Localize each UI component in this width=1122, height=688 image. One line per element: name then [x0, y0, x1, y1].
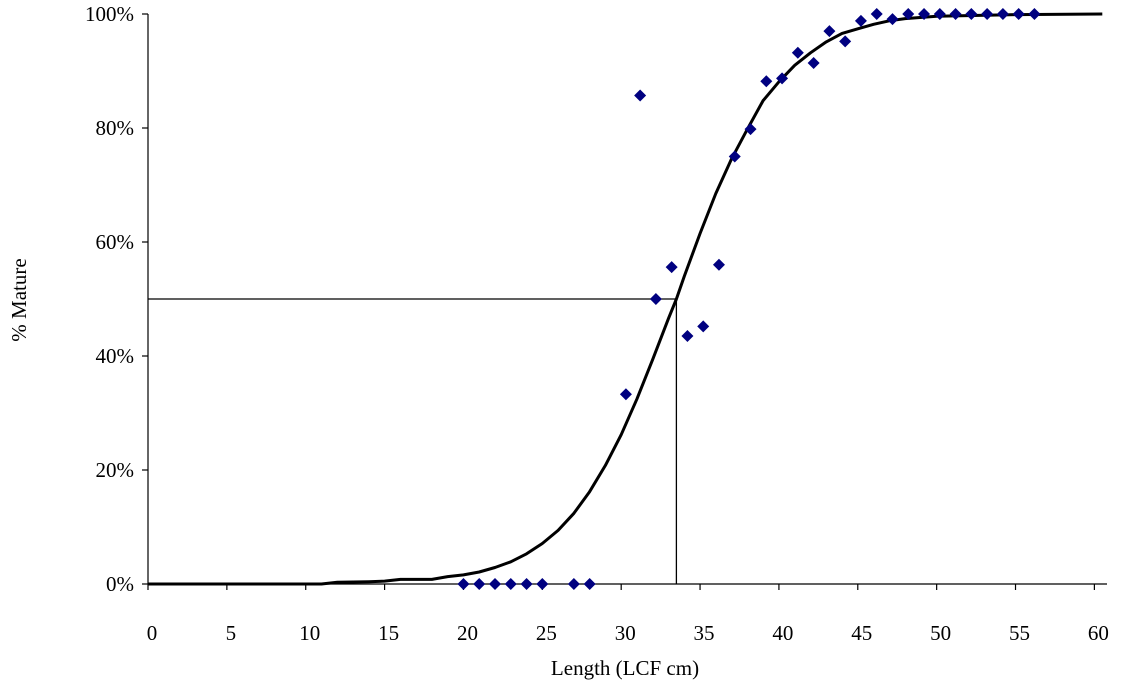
data-point — [728, 150, 741, 163]
data-point — [712, 258, 725, 271]
data-point — [760, 75, 773, 88]
data-point — [744, 123, 757, 136]
data-point — [776, 72, 789, 85]
data-point — [649, 293, 662, 305]
data-point — [807, 57, 820, 70]
y-tick-label: 0% — [106, 572, 134, 596]
x-tick-label: 5 — [226, 621, 237, 645]
data-point — [918, 8, 931, 20]
data-point — [583, 578, 596, 590]
data-point — [996, 8, 1009, 20]
x-tick-label: 15 — [378, 621, 399, 645]
y-tick-label: 100% — [85, 2, 134, 26]
x-tick-label: 20 — [457, 621, 478, 645]
data-point — [965, 8, 978, 20]
x-tick-label: 10 — [299, 621, 320, 645]
data-point — [886, 13, 899, 26]
data-point — [536, 578, 549, 590]
x-tick-label: 50 — [930, 621, 951, 645]
data-point — [823, 25, 836, 38]
reference-lines — [148, 298, 678, 584]
x-tick-label: 60 — [1088, 621, 1109, 645]
tick-labels: 0% 20% 40% 60% 80% 100% 0 5 10 15 20 25 30 35 40 45 50 55… — [85, 2, 1109, 645]
data-point — [619, 388, 632, 401]
data-point — [473, 578, 486, 590]
x-tick-label: 35 — [694, 621, 715, 645]
x-tick-label: 30 — [615, 621, 636, 645]
y-tick-label: 40% — [96, 344, 135, 368]
y-tick-label: 80% — [96, 116, 135, 140]
data-point — [791, 46, 804, 59]
data-point — [681, 330, 694, 343]
fitted-curve-line — [148, 12, 1103, 586]
data-point — [902, 8, 915, 20]
x-tick-label: 40 — [772, 621, 793, 645]
data-point — [520, 578, 533, 590]
data-point — [567, 578, 580, 590]
data-point — [949, 8, 962, 20]
x-axis-title: Length (LCF cm) — [551, 656, 699, 680]
x-tick-label: 55 — [1009, 621, 1030, 645]
axes — [142, 13, 1107, 590]
data-point — [981, 8, 994, 20]
data-points — [457, 8, 1041, 590]
y-tick-label: 20% — [96, 458, 135, 482]
data-point — [1028, 8, 1041, 20]
data-point — [854, 14, 867, 27]
x-tick-label: 45 — [851, 621, 872, 645]
fitted-curve — [148, 12, 1103, 586]
x-tick-label: 25 — [536, 621, 557, 645]
data-point — [489, 578, 502, 590]
y-axis-title: % Mature — [7, 258, 31, 341]
y-tick-label: 60% — [96, 230, 135, 254]
data-point — [634, 89, 647, 102]
data-point — [457, 578, 470, 590]
data-point — [839, 35, 852, 48]
data-point — [870, 8, 883, 20]
data-point — [504, 578, 517, 590]
data-point — [1012, 8, 1025, 20]
x-tick-label: 0 — [147, 621, 158, 645]
data-point — [697, 320, 710, 333]
data-point — [933, 8, 946, 20]
data-point — [665, 261, 678, 274]
